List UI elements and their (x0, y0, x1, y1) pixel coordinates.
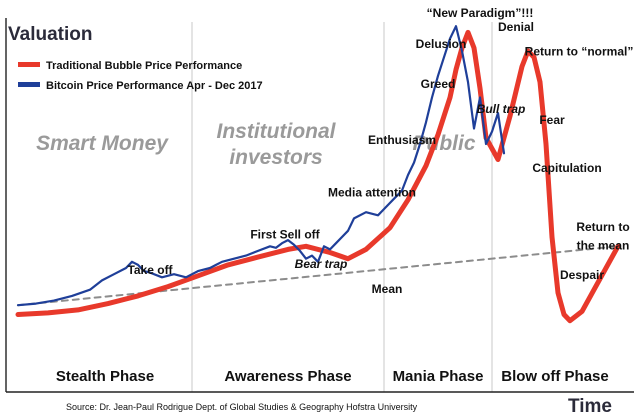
annotation-11: Bull trap (477, 102, 526, 116)
annotation-9: “New Paradigm”!!! (427, 6, 534, 20)
phase-label-2: Awareness Phase (224, 368, 351, 385)
x-axis-title: Time (568, 396, 612, 417)
stage-label-2-1: Institutional (217, 120, 337, 143)
annotation-4: Mean (372, 282, 403, 296)
annotation-3: Bear trap (295, 257, 348, 271)
annotation-2: First Sell off (250, 228, 320, 242)
mean-line (17, 245, 619, 307)
phase-label-4: Blow off Phase (501, 368, 609, 385)
annotation-12: Return to “normal” (525, 45, 634, 59)
axes (5, 18, 634, 393)
annotation-14: Capitulation (532, 161, 601, 175)
phase-label-3: Mania Phase (393, 368, 484, 385)
annotation-17: the mean (577, 238, 630, 252)
annotation-16: Return to (576, 220, 629, 234)
annotation-8: Delusion (416, 37, 467, 51)
investor-stage-labels: Smart Money Institutional investors Public (36, 120, 476, 169)
source-caption: Source: Dr. Jean-Paul Rodrigue Dept. of … (66, 402, 418, 412)
annotation-6: Enthusiasm (368, 133, 436, 147)
phase-dividers (191, 22, 493, 392)
annotation-7: Greed (421, 77, 456, 91)
annotation-5: Media attention (328, 186, 416, 200)
y-axis-title: Valuation (8, 24, 92, 45)
stage-label-1-1: Smart Money (36, 132, 169, 155)
annotations: Take off First Sell off Bear trap Mean Media… (127, 6, 633, 296)
stage-label-2-2: investors (229, 146, 322, 169)
bitcoin-series-line (16, 25, 506, 307)
legend-label-bubble: Traditional Bubble Price Performance (46, 60, 242, 72)
series-lines (15, 25, 621, 324)
legend-swatch-bubble (18, 62, 40, 67)
phase-label-1: Stealth Phase (56, 368, 154, 385)
legend: Traditional Bubble Price Performance Bit… (18, 60, 263, 92)
bubble-series-line (15, 29, 621, 324)
annotation-10: Denial (498, 20, 534, 34)
legend-label-bitcoin: Bitcoin Price Performance Apr - Dec 2017 (46, 80, 263, 92)
legend-swatch-bitcoin (18, 82, 40, 87)
phase-labels: Stealth Phase Awareness Phase Mania Phase B… (56, 368, 609, 385)
stage-label-3-1: Public (412, 132, 475, 155)
annotation-15: Despair (560, 268, 604, 282)
annotation-1: Take off (127, 263, 173, 277)
annotation-13: Fear (539, 113, 565, 127)
